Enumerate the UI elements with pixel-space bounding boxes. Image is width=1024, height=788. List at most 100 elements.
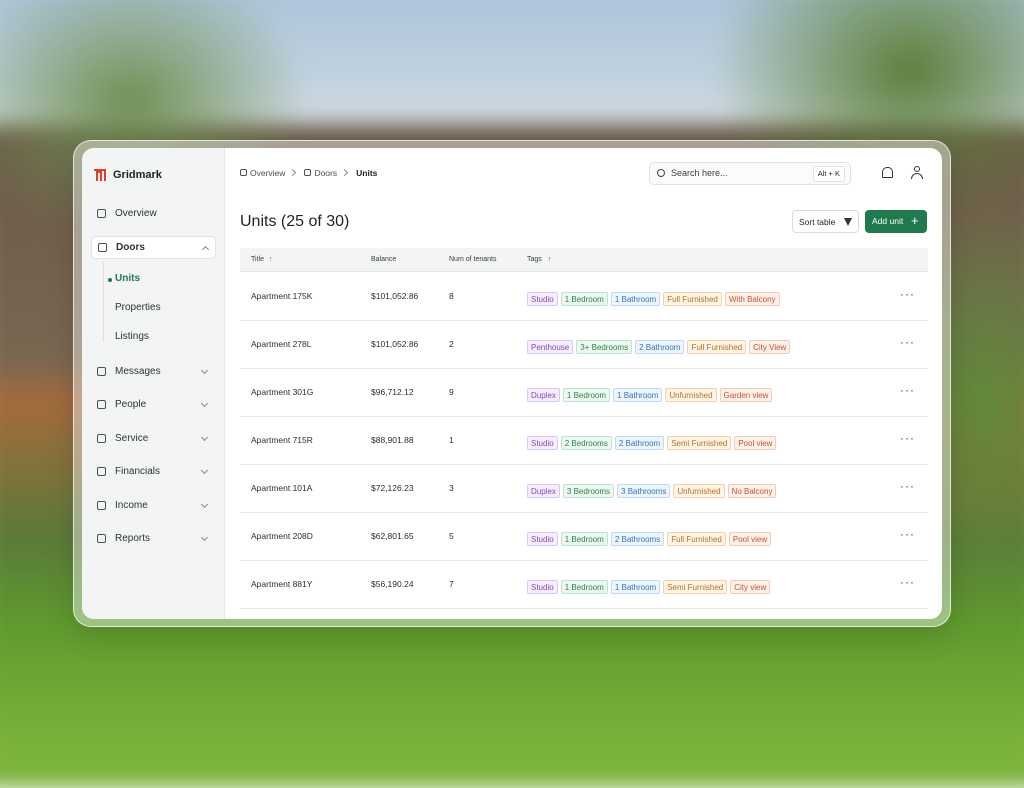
tag: Studio [527, 580, 558, 594]
tag: 1 Bathroom [613, 388, 663, 402]
row-menu[interactable]: ··· [900, 575, 915, 589]
column-header[interactable]: Title [251, 256, 264, 263]
tree-line [103, 262, 104, 342]
tag: Full Furnished [663, 292, 722, 306]
tag: Full Furnished [687, 340, 747, 354]
nav-item[interactable]: Doors [91, 236, 216, 259]
tag: 1 Bedroom [560, 532, 608, 546]
tags: Studio 1 Bedroom 1 Bathroom Full Furnished W… [527, 289, 783, 307]
tag: No Balcony [727, 484, 777, 498]
table-row: Apartment 208D $62,801.65 5 Studio 1 Bedroom… [240, 513, 928, 561]
tag: Garden view [719, 388, 773, 402]
table-row: Apartment 175K $101,052.86 8 Studio 1 Bedroo… [240, 273, 928, 321]
nav-item[interactable]: Financials [91, 461, 216, 484]
tag: Pool view [734, 436, 777, 450]
tag: 3 Bathrooms [617, 484, 671, 498]
chevron [200, 433, 209, 442]
row-menu[interactable]: ··· [900, 479, 915, 493]
tag: Unfurnished [665, 388, 717, 402]
table-row: Apartment 715R $88,901.88 1 Studio 2 Bedroom… [240, 417, 928, 465]
unit-title: Apartment 278L [251, 339, 312, 349]
table: Title ↑ Balance Num of tenants Tags ↑ Apartmen… [240, 248, 928, 619]
tag: Unfurnished [673, 484, 725, 498]
column-header: Balance [371, 256, 397, 263]
search-box[interactable]: Search here... Alt + K [649, 162, 851, 185]
table-row: Apartment 881Y $56,190.24 7 Studio 1 Bedroom… [240, 561, 928, 609]
chevron [200, 466, 209, 475]
tag: Semi Furnished [667, 436, 732, 450]
sort-table-button[interactable]: Sort table [792, 210, 859, 233]
nav-label: Income [115, 500, 148, 511]
sort-arrow: ↑ [269, 256, 273, 263]
user-body [911, 173, 923, 179]
tenants: 3 [449, 483, 454, 493]
row-menu[interactable]: ··· [900, 431, 915, 445]
breadcrumb[interactable]: Overview [250, 168, 286, 178]
breadcrumb[interactable]: Doors [314, 168, 338, 178]
tenants: 5 [449, 531, 454, 541]
row-menu[interactable]: ··· [900, 287, 915, 301]
shortcut: Alt + K [812, 166, 845, 182]
chevron [201, 245, 210, 254]
notifications-button[interactable] [882, 167, 893, 178]
row-menu[interactable]: ··· [900, 383, 915, 397]
balance: $101,052.86 [371, 291, 419, 301]
tag: Penthouse [527, 340, 574, 354]
unit-title: Apartment 881Y [251, 579, 313, 589]
table-row: Apartment 101A $72,126.23 3 Duplex 3 Bedroom… [240, 465, 928, 513]
nav-item[interactable]: Reports [91, 528, 216, 551]
tenants: 1 [449, 435, 454, 445]
search-icon [657, 169, 665, 177]
tags: Duplex 1 Bedroom 1 Bathroom Unfurnished Gard… [527, 385, 775, 403]
tag: City View [749, 340, 791, 354]
tag: City view [730, 580, 771, 594]
nav-icon [97, 367, 106, 376]
unit-title: Apartment 175K [251, 291, 313, 301]
tag: 3 Bedrooms [562, 484, 615, 498]
sidebar: Gridmark Overview Doors Units Properties Lis… [82, 148, 225, 619]
tag: Pool view [728, 532, 772, 546]
app-window: Gridmark Overview Doors Units Properties Lis… [73, 140, 951, 627]
tenants: 8 [449, 291, 454, 301]
sub-nav-item[interactable]: Listings [115, 331, 149, 342]
button-label: Sort table [799, 217, 836, 227]
table-row: Apartment 301G $96,712.12 9 Duplex 1 Bedroom… [240, 369, 928, 417]
profile-button[interactable] [911, 166, 923, 179]
sub-nav-item[interactable]: Properties [115, 302, 161, 313]
tenants: 2 [449, 339, 454, 349]
column-header[interactable]: Tags [527, 256, 542, 263]
active-dot [108, 278, 112, 282]
search-placeholder: Search here... [671, 168, 728, 178]
nav-icon [97, 534, 106, 543]
plus-icon: + [911, 213, 919, 228]
nav-item[interactable]: Income [91, 495, 216, 518]
nav-item[interactable]: Service [91, 428, 216, 451]
nav-item[interactable]: Messages [91, 361, 216, 384]
filter-icon [844, 218, 852, 226]
nav-label: Service [115, 433, 149, 444]
tag: 1 Bathroom [610, 580, 661, 594]
tag: 2 Bathrooms [610, 532, 665, 546]
column-header: Num of tenants [449, 256, 497, 263]
row-menu[interactable]: ··· [900, 527, 915, 541]
tag: Full Furnished [667, 532, 726, 546]
nav-item[interactable]: Overview [91, 203, 216, 226]
add-unit-button[interactable]: Add unit + [865, 210, 927, 233]
app: Gridmark Overview Doors Units Properties Lis… [82, 148, 942, 619]
tags: Duplex 3 Bedrooms 3 Bathrooms Unfurnished No… [527, 481, 779, 499]
table-header [240, 248, 928, 272]
chevron [200, 533, 209, 542]
tag: 2 Bedrooms [560, 436, 612, 450]
brand: Gridmark [113, 169, 162, 181]
table-row: Apartment 278L $101,052.86 2 Penthouse 3+ Be… [240, 321, 928, 369]
balance: $72,126.23 [371, 483, 414, 493]
row-menu[interactable]: ··· [900, 335, 915, 349]
nav-label: Doors [116, 242, 145, 253]
tag: Studio [527, 292, 558, 306]
nav-icon [97, 209, 106, 218]
tag: 3+ Bedrooms [576, 340, 633, 354]
nav-item[interactable]: People [91, 394, 216, 417]
sub-nav-item[interactable]: Units [115, 273, 140, 284]
tags: Studio 1 Bedroom 1 Bathroom Semi Furnished C… [527, 577, 773, 595]
